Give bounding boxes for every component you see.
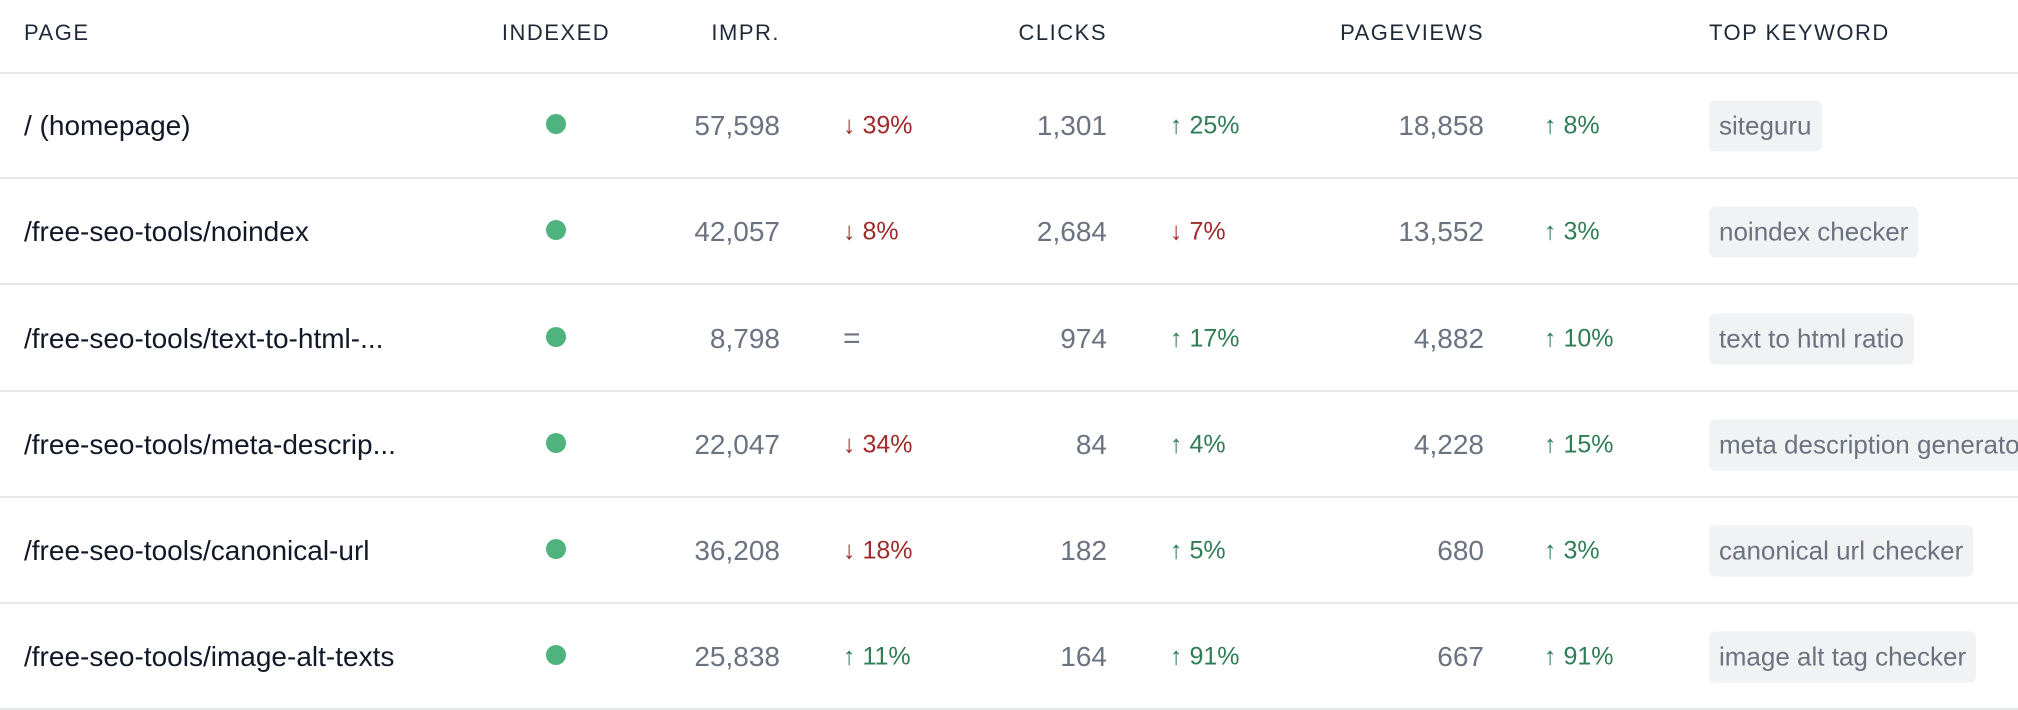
page-path: /free-seo-tools/meta-descrip...	[24, 428, 396, 460]
clicks-change: ↑ 25%	[1170, 111, 1240, 140]
clicks-change: ↑ 5%	[1170, 536, 1226, 565]
page-path: /free-seo-tools/canonical-url	[24, 534, 370, 566]
clicks: 2,684	[1036, 216, 1107, 248]
pageviews-change: ↑ 3%	[1544, 536, 1600, 565]
clicks-change: ↓ 7%	[1170, 217, 1226, 246]
keyword-tag: noindex checker	[1709, 206, 1919, 258]
page-path: /free-seo-tools/text-to-html-...	[24, 322, 384, 354]
indexed-dot	[546, 220, 566, 241]
impressions: 25,838	[694, 641, 780, 673]
impressions: 22,047	[694, 428, 780, 460]
page-path: / (homepage)	[24, 110, 191, 142]
impressions: 42,057	[694, 216, 780, 248]
impressions-change: ↓ 34%	[843, 430, 913, 459]
clicks: 84	[1075, 428, 1107, 460]
pageviews: 4,228	[1413, 428, 1484, 460]
divider	[0, 602, 2018, 604]
clicks: 164	[1060, 641, 1107, 673]
divider	[0, 389, 2018, 392]
clicks-change: ↑ 4%	[1170, 430, 1226, 459]
indexed-dot	[546, 326, 566, 347]
clicks-change: ↑ 17%	[1170, 324, 1240, 352]
page-path: /free-seo-tools/image-alt-texts	[24, 641, 395, 673]
impressions-change: ↓ 39%	[843, 111, 913, 140]
pageviews-change: ↑ 15%	[1544, 430, 1614, 459]
impressions: 57,598	[694, 110, 780, 142]
page-path: /free-seo-tools/noindex	[24, 216, 309, 248]
column-header: PAGE	[24, 20, 90, 45]
divider	[0, 177, 2018, 180]
pageviews-change: ↑ 8%	[1544, 111, 1600, 140]
impressions-change: =	[843, 321, 861, 355]
pageviews-change: ↑ 91%	[1544, 642, 1614, 671]
keyword-tag: siteguru	[1709, 100, 1822, 152]
column-header: PAGEVIEWS	[1340, 20, 1484, 45]
impressions-change: ↑ 11%	[843, 642, 911, 671]
divider	[0, 495, 2018, 498]
clicks: 182	[1060, 534, 1107, 566]
pageviews: 18,858	[1398, 110, 1484, 142]
clicks-change: ↑ 91%	[1170, 642, 1240, 671]
clicks: 1,301	[1036, 110, 1107, 142]
keyword-tag: text to html ratio	[1709, 313, 1914, 364]
keyword-tag: canonical url checker	[1709, 525, 1974, 577]
clicks: 974	[1060, 322, 1107, 354]
divider	[0, 283, 2018, 286]
pageviews-change: ↑ 10%	[1544, 324, 1614, 352]
column-header: TOP KEYWORD	[1709, 20, 1890, 45]
impressions-change: ↓ 18%	[843, 536, 913, 565]
impressions-change: ↓ 8%	[843, 217, 899, 246]
pageviews: 680	[1437, 534, 1484, 566]
column-header: CLICKS	[1018, 20, 1107, 45]
indexed-dot	[546, 645, 566, 666]
divider	[0, 72, 2018, 74]
column-header: INDEXED	[501, 20, 611, 45]
indexed-dot	[546, 538, 566, 559]
pageviews: 13,552	[1398, 216, 1484, 248]
column-header: IMPR.	[711, 20, 780, 45]
impressions: 36,208	[694, 534, 780, 566]
keyword-tag: meta description generator	[1709, 419, 2018, 471]
indexed-dot	[546, 432, 566, 453]
pageviews: 667	[1437, 641, 1484, 673]
keyword-tag: image alt tag checker	[1709, 631, 1977, 683]
pageviews-change: ↑ 3%	[1544, 217, 1600, 246]
pageviews: 4,882	[1413, 322, 1484, 354]
divider	[0, 708, 2018, 710]
indexed-dot	[546, 114, 566, 135]
impressions: 8,798	[709, 322, 780, 354]
